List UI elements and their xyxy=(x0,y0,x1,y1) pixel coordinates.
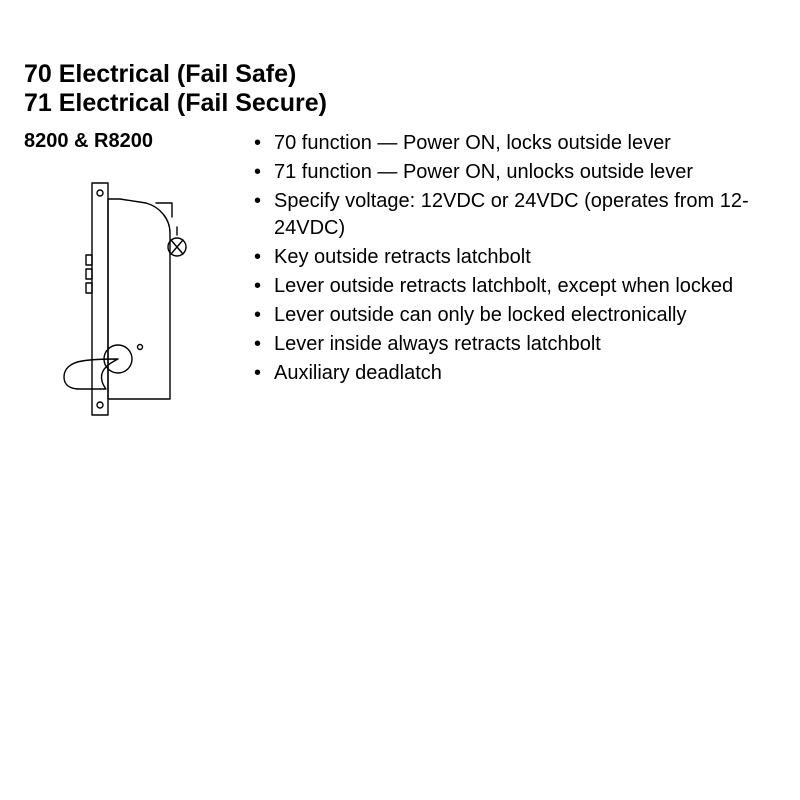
list-item: Key outside retracts latchbolt xyxy=(252,244,776,271)
model-label: 8200 & R8200 xyxy=(24,130,153,153)
title-line-1: 70 Electrical (Fail Safe) xyxy=(24,60,776,89)
list-item: Lever inside always retracts latchbolt xyxy=(252,331,776,358)
title-line-2: 71 Electrical (Fail Secure) xyxy=(24,89,776,118)
feature-list: 70 function — Power ON, locks outside le… xyxy=(252,130,776,387)
right-column: 70 function — Power ON, locks outside le… xyxy=(244,130,776,389)
list-item: Lever outside retracts latchbolt, except… xyxy=(252,273,776,300)
mortise-lock-icon xyxy=(60,177,200,437)
list-item: 71 function — Power ON, unlocks outside … xyxy=(252,159,776,186)
list-item: 70 function — Power ON, locks outside le… xyxy=(252,130,776,157)
header-block: 70 Electrical (Fail Safe) 71 Electrical … xyxy=(24,60,776,118)
list-item: Lever outside can only be locked electro… xyxy=(252,302,776,329)
content-row: 8200 & R8200 xyxy=(24,130,776,437)
list-item: Specify voltage: 12VDC or 24VDC (operate… xyxy=(252,188,776,242)
lock-diagram xyxy=(60,177,200,437)
list-item: Auxiliary deadlatch xyxy=(252,360,776,387)
left-column: 8200 & R8200 xyxy=(24,130,244,437)
